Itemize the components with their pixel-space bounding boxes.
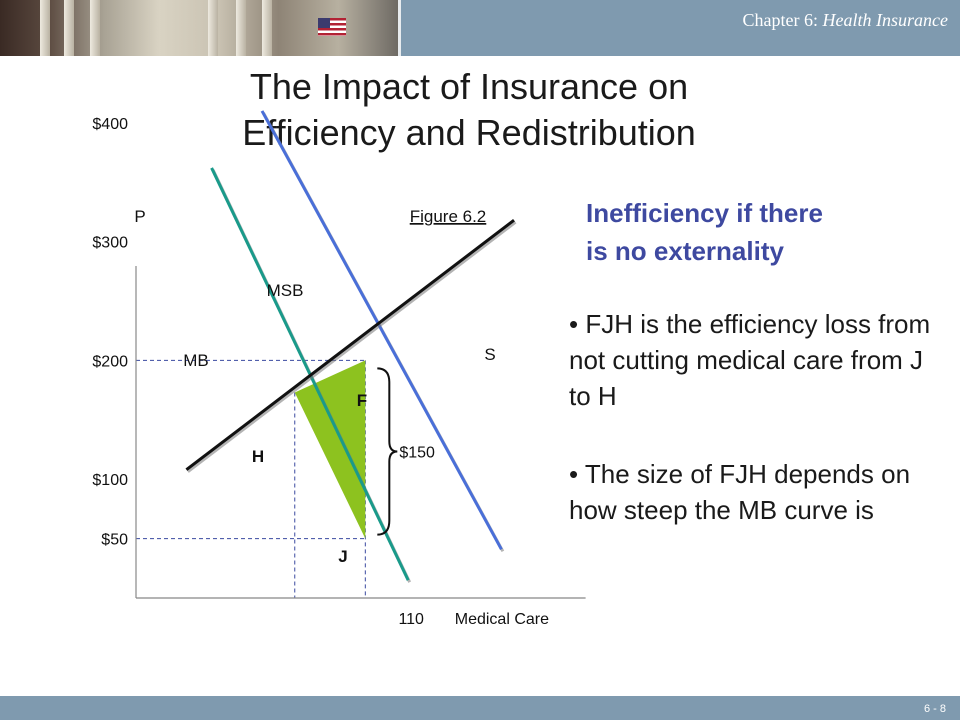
- series-label-msb: MSB: [267, 281, 304, 300]
- x-tick-label: 110: [398, 611, 424, 628]
- title-line-1: The Impact of Insurance on: [249, 66, 689, 107]
- efficiency-loss-triangle: [294, 360, 366, 539]
- series-label-mb: MB: [183, 351, 209, 370]
- heading-line-2: is no externality: [586, 236, 784, 266]
- brace-label: $150: [399, 445, 435, 462]
- page-number: 6 - 8: [923, 703, 946, 715]
- flag-icon: [318, 18, 346, 36]
- top-bar: Chapter 6: Health Insurance: [0, 0, 960, 56]
- point-label-f: F: [357, 391, 367, 410]
- y-tick-label: $400: [92, 116, 128, 133]
- bullet-efficiency-loss: • FJH is the efficiency loss from not cu…: [569, 309, 931, 411]
- x-axis-label: Medical Care: [455, 611, 549, 628]
- y-axis-label: P: [134, 207, 145, 226]
- point-label-h: H: [252, 447, 264, 466]
- series-shadow-s: [186, 221, 517, 473]
- column-shape: [40, 0, 50, 56]
- header-divider: [398, 0, 401, 56]
- column-shape: [262, 0, 272, 56]
- y-tick-label: $50: [101, 532, 128, 549]
- y-tick-label: $100: [92, 472, 128, 489]
- title-line-2: Efficiency and Redistribution: [242, 112, 696, 153]
- column-shape: [64, 0, 74, 56]
- brace-shape: [377, 367, 398, 536]
- header-photo: [0, 0, 398, 56]
- column-shape: [90, 0, 100, 56]
- column-shape: [236, 0, 246, 56]
- column-shape: [208, 0, 218, 56]
- figure-label: Figure 6.2: [410, 207, 487, 226]
- side-heading: Inefficiency if there is no externality: [586, 194, 823, 270]
- y-tick-label: $300: [92, 235, 128, 252]
- chapter-label: Chapter 6: Health Insurance: [742, 10, 948, 30]
- bullet-mb-steepness: • The size of FJH depends on how steep t…: [569, 459, 911, 525]
- heading-line-1: Inefficiency if there: [586, 198, 823, 228]
- slide-title: The Impact of Insurance on Efficiency an…: [0, 64, 960, 156]
- series-line-msb: [260, 110, 503, 551]
- bottom-bar: 6 - 8: [0, 696, 960, 720]
- series-label-s: S: [484, 345, 495, 364]
- point-label-j: J: [338, 547, 347, 566]
- y-tick-label: $200: [92, 353, 128, 370]
- series-line-s: [185, 219, 515, 471]
